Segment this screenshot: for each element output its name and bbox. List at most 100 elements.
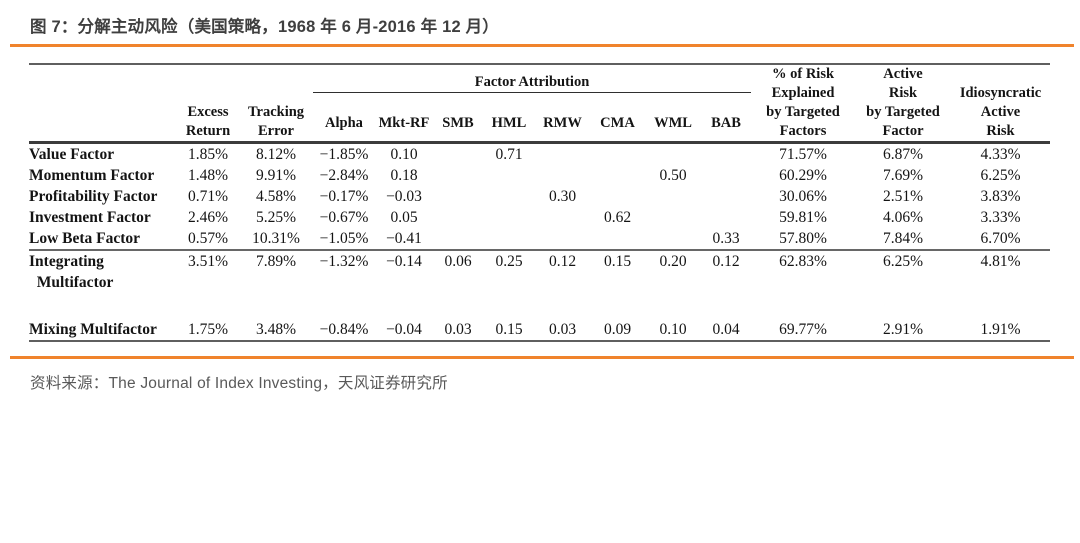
cell: 0.12 [535, 249, 590, 319]
table-row-investment-factor: Investment Factor 2.46% 5.25% −0.67% 0.0… [29, 207, 1050, 228]
cell: 6.70% [980, 230, 1021, 247]
cell: 7.84% [882, 230, 924, 247]
cell [433, 165, 483, 186]
row-label: Integrating Multifactor [29, 249, 177, 319]
source-line: 资料来源：The Journal of Index Investing，天风证券… [0, 359, 1080, 393]
cell [701, 186, 751, 207]
cell: 0.18 [390, 167, 418, 184]
cell: 7.69% [882, 167, 924, 184]
cell [483, 165, 535, 186]
cell: 30.06% [779, 188, 827, 205]
cell: −0.67% [319, 209, 369, 226]
cell [645, 228, 701, 250]
cell: 5.25% [255, 209, 297, 226]
cell: 62.83% [751, 249, 856, 319]
col-header-rowlabel-spacer [29, 64, 177, 143]
cell [701, 143, 751, 166]
cell [433, 207, 483, 228]
cell [535, 207, 590, 228]
cell: 9.91% [255, 167, 297, 184]
table-row-low-beta-factor: Low Beta Factor 0.57% 10.31% −1.05% −0.4… [29, 228, 1050, 250]
cell: 0.15 [495, 321, 523, 338]
col-header-idiosyncratic: Idiosyncratic Active Risk [959, 85, 1042, 139]
cell: −0.41 [386, 230, 422, 247]
cell: 3.83% [980, 188, 1021, 205]
col-header-smb: SMB [442, 115, 474, 131]
cell: 7.89% [239, 249, 313, 319]
cell [645, 186, 701, 207]
risk-decomposition-table: Excess Return Tracking Error Factor Attr… [29, 63, 1051, 342]
cell: 0.71 [495, 146, 523, 163]
cell: 1.85% [187, 146, 229, 163]
row-label: Low Beta Factor [29, 230, 141, 247]
col-group-factor-attribution: Factor Attribution [313, 64, 752, 93]
col-header-active-risk: Active Risk by Targeted Factor [866, 66, 940, 139]
row-label: Profitability Factor [29, 188, 158, 205]
cell: 0.03 [444, 321, 472, 338]
cell: 0.10 [659, 321, 687, 338]
cell [590, 143, 645, 166]
cell: 1.91% [980, 321, 1021, 338]
cell: −0.84% [319, 321, 369, 338]
cell: 4.81% [951, 249, 1051, 319]
footer-divider [10, 356, 1074, 359]
cell [590, 186, 645, 207]
cell: 4.33% [980, 146, 1021, 163]
cell: 2.51% [882, 188, 924, 205]
cell: 71.57% [779, 146, 827, 163]
cell: 0.62 [603, 209, 632, 226]
cell: −0.14 [375, 249, 433, 319]
cell: 0.06 [433, 249, 483, 319]
col-header-excess-return: Excess Return [185, 104, 231, 139]
table-row-momentum-factor: Momentum Factor 1.48% 9.91% −2.84% 0.18 … [29, 165, 1050, 186]
row-label: Mixing Multifactor [29, 321, 157, 338]
col-header-hml: HML [491, 115, 527, 131]
source-label: 资料来源： [30, 375, 109, 392]
cell [645, 207, 701, 228]
cell: 0.15 [590, 249, 645, 319]
col-header-tracking-error: Tracking Error [247, 104, 305, 139]
cell: 3.33% [980, 209, 1021, 226]
cell [645, 143, 701, 166]
table-row-value-factor: Value Factor 1.85% 8.12% −1.85% 0.10 0.7… [29, 143, 1050, 166]
col-header-wml: WML [654, 115, 692, 131]
cell: −0.03 [386, 188, 422, 205]
cell [483, 186, 535, 207]
cell: 0.04 [712, 321, 740, 338]
cell [701, 165, 751, 186]
cell [483, 207, 535, 228]
cell: 6.87% [882, 146, 924, 163]
cell [535, 228, 590, 250]
cell [433, 143, 483, 166]
cell: 0.33 [712, 230, 740, 247]
cell: −0.04 [386, 321, 422, 338]
cell [590, 228, 645, 250]
cell: 0.71% [187, 188, 229, 205]
cell: 8.12% [255, 146, 297, 163]
title-underline [10, 44, 1074, 47]
cell: 0.50 [659, 167, 687, 184]
cell: 0.09 [603, 321, 632, 338]
cell: 0.30 [548, 188, 577, 205]
cell [701, 207, 751, 228]
cell [483, 228, 535, 250]
figure-title: 图 7：分解主动风险（美国策略，1968 年 6 月-2016 年 12 月） [30, 18, 500, 36]
col-header-bab: BAB [711, 115, 741, 131]
cell: 2.46% [187, 209, 229, 226]
cell: 57.80% [779, 230, 827, 247]
col-header-pct-risk-explained: % of Risk Explained by Targeted Factors [766, 66, 840, 139]
col-header-cma: CMA [600, 115, 635, 131]
row-label: Investment Factor [29, 209, 151, 226]
col-header-alpha: Alpha [325, 115, 363, 131]
cell: 1.75% [187, 321, 229, 338]
cell [590, 165, 645, 186]
cell [535, 143, 590, 166]
cell: −1.85% [319, 146, 369, 163]
cell: 2.91% [882, 321, 924, 338]
cell [433, 186, 483, 207]
cell [535, 165, 590, 186]
cell: −1.32% [313, 249, 375, 319]
cell: −2.84% [319, 167, 369, 184]
cell: 3.51% [177, 249, 239, 319]
